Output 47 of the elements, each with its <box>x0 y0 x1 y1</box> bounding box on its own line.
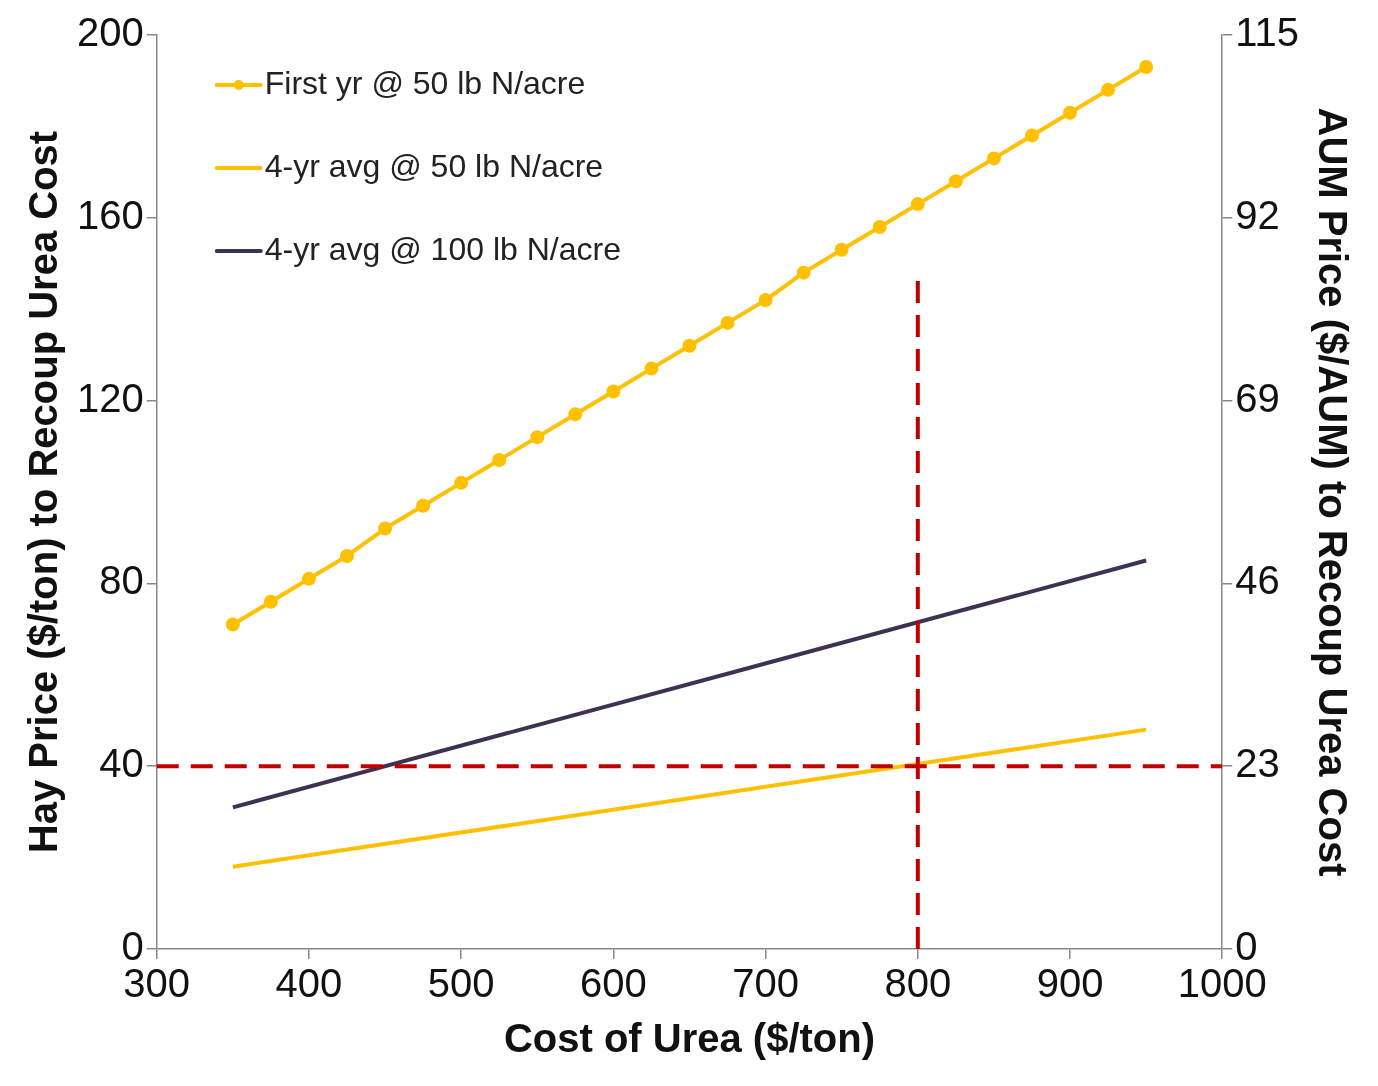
point <box>225 617 240 632</box>
y2-tick-label: 69 <box>1235 375 1280 420</box>
point <box>986 151 1001 166</box>
x-tick-label: 700 <box>732 961 799 1006</box>
legend-label: 4-yr avg @ 100 lb N/acre <box>264 230 621 267</box>
y-tick-label: 160 <box>76 192 144 237</box>
point <box>568 407 583 422</box>
y2-tick-label: 92 <box>1235 192 1280 237</box>
y2-tick-label: 23 <box>1235 741 1280 786</box>
point <box>606 384 621 399</box>
x-axis-title: Cost of Urea ($/ton) <box>503 1016 876 1061</box>
point <box>492 453 507 468</box>
y-tick-label: 40 <box>99 741 144 786</box>
point <box>530 430 545 445</box>
point <box>301 571 316 586</box>
y2-axis-title: AUM Price ($/AUM) to Recoup Urea Cost <box>1310 107 1355 877</box>
x-tick-label: 600 <box>580 961 647 1006</box>
legend-label: 4-yr avg @ 50 lb N/acre <box>264 147 604 184</box>
point <box>1139 59 1154 74</box>
point <box>416 498 431 513</box>
point <box>720 315 735 330</box>
x-tick-label: 900 <box>1036 961 1104 1006</box>
point <box>454 475 469 490</box>
point <box>263 594 278 609</box>
legend-label: First yr @ 50 lb N/acre <box>264 64 586 101</box>
y2-tick-label: 46 <box>1235 558 1280 603</box>
point <box>796 265 811 280</box>
point <box>682 338 697 353</box>
x-tick-label: 500 <box>427 961 495 1006</box>
point <box>1101 82 1116 97</box>
y-axis-title: Hay Price ($/ton) to Recoup Urea Cost <box>21 130 66 854</box>
y2-tick-label: 115 <box>1235 10 1300 55</box>
point <box>340 548 355 563</box>
point <box>834 242 849 257</box>
point <box>948 174 963 189</box>
point <box>1063 105 1078 120</box>
point <box>758 293 773 308</box>
y-tick-label: 80 <box>99 558 144 603</box>
y-tick-label: 200 <box>76 10 144 55</box>
x-tick-label: 400 <box>275 961 343 1006</box>
point <box>1024 128 1039 143</box>
point <box>378 521 393 536</box>
point <box>644 361 659 376</box>
point <box>872 219 887 234</box>
point <box>910 197 925 212</box>
y-tick-label: 120 <box>76 375 144 420</box>
x-tick-label: 800 <box>884 961 952 1006</box>
